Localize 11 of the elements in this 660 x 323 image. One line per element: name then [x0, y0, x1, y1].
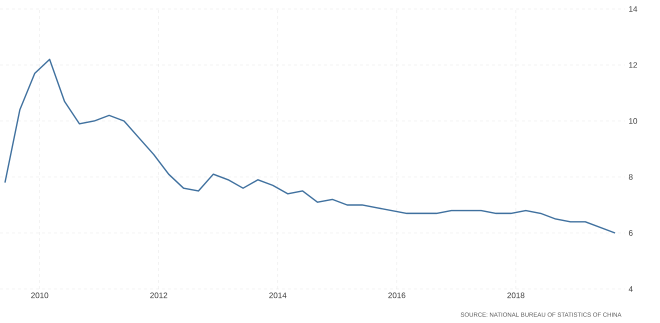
y-tick-label: 12 — [629, 62, 638, 68]
x-tick-label: 2014 — [269, 292, 286, 298]
y-tick-label: 14 — [629, 6, 638, 12]
y-tick-label: 6 — [628, 230, 633, 236]
x-tick-label: 2016 — [388, 292, 406, 298]
x-tick-label: 2018 — [507, 292, 524, 298]
y-tick-label: 8 — [628, 174, 633, 180]
x-tick-label: 2012 — [150, 292, 168, 298]
y-tick-label: 10 — [629, 118, 638, 124]
y-tick-label: 4 — [628, 286, 633, 292]
x-tick-label: 2010 — [31, 292, 48, 298]
